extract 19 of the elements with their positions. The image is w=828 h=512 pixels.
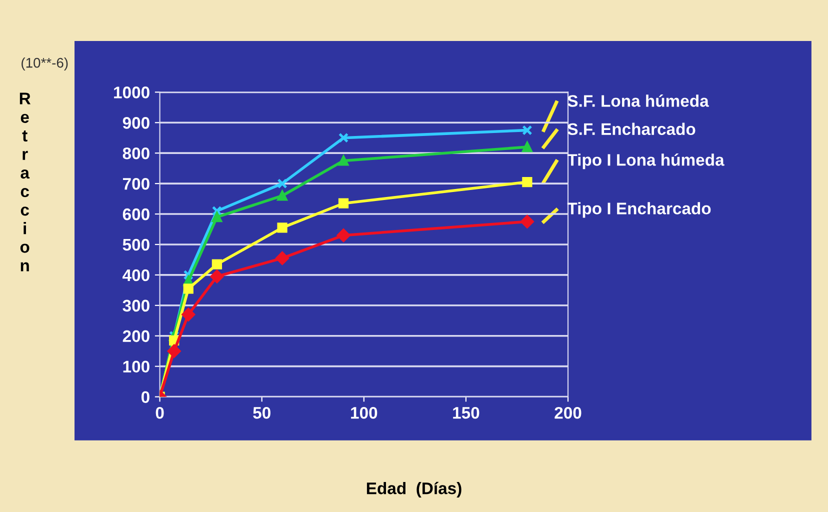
x-tick-label: 50	[253, 406, 270, 419]
y-tick-label: 900	[122, 117, 150, 129]
y-tick-label: 100	[123, 360, 150, 373]
y-tick-label: 700	[122, 178, 150, 190]
y-tick-label: 1000	[114, 86, 150, 98]
x-tick-label: 100	[351, 406, 378, 419]
x-tick-label: 200	[554, 406, 582, 419]
y-tick-label: 300	[122, 300, 150, 312]
x-tick-label: 0	[156, 406, 164, 419]
y-tick-label: 200	[122, 330, 150, 342]
y-tick-label: 0	[141, 391, 150, 404]
text: (10**-6)	[22, 58, 68, 70]
text: Retraccion	[20, 92, 31, 272]
y-tick-label: 400	[122, 269, 150, 282]
y-tick-label: 600	[122, 208, 150, 220]
y-tick-label: 500	[122, 238, 150, 251]
x-tick-label: 150	[453, 406, 480, 419]
y-tick-label: 800	[122, 147, 150, 160]
x-axis-title: Edad (Días)	[366, 482, 462, 498]
